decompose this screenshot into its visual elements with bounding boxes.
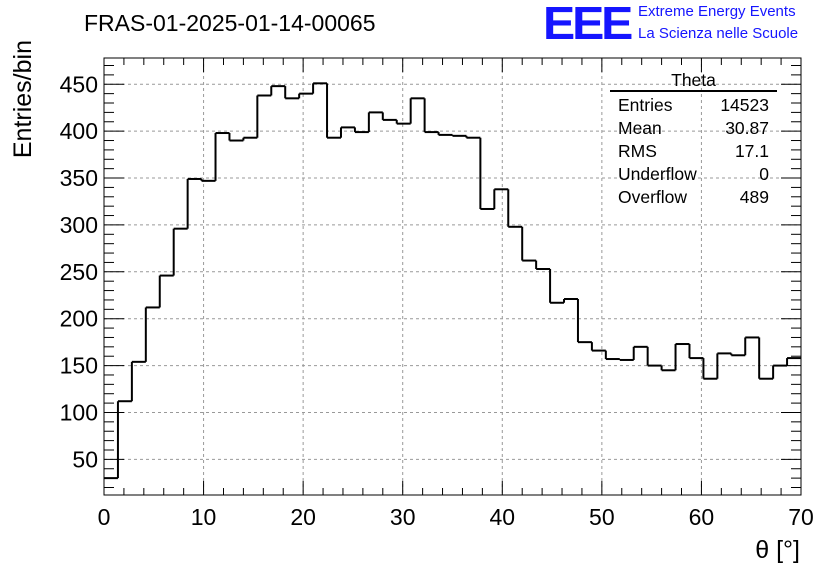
stats-value: 30.87 <box>725 118 769 138</box>
x-tick-label: 30 <box>390 504 416 530</box>
chart-title: FRAS-01-2025-01-14-00065 <box>84 10 376 36</box>
stats-label: Mean <box>618 118 662 138</box>
logo-subtitle-line-2: La Scienza nelle Scuole <box>638 25 799 42</box>
x-tick-label: 10 <box>191 504 217 530</box>
y-tick-label: 450 <box>60 71 98 97</box>
stats-value: 0 <box>759 164 769 184</box>
grid-lines <box>104 58 801 495</box>
y-tick-label: 250 <box>60 259 98 285</box>
x-tick-label: 0 <box>98 504 111 530</box>
histogram-bins <box>104 82 801 480</box>
y-tick-label: 100 <box>60 399 98 425</box>
y-tick-label: 50 <box>72 446 98 472</box>
stats-row-rms: RMS 17.1 <box>610 140 777 163</box>
y-tick-label: 350 <box>60 165 98 191</box>
x-tick-label: 60 <box>689 504 715 530</box>
axis-ticks <box>103 58 802 495</box>
stats-row-mean: Mean 30.87 <box>610 117 777 140</box>
x-tick-label: 50 <box>589 504 615 530</box>
stats-row-entries: Entries 14523 <box>610 94 777 117</box>
stats-value: 14523 <box>720 95 769 115</box>
x-tick-label: 40 <box>489 504 515 530</box>
y-axis-label: Entries/bin <box>9 40 37 158</box>
tick-labels: 0 10 20 30 40 50 60 70 50 100 150 200 250 300 350 400 45… <box>60 71 814 530</box>
x-tick-label: 20 <box>290 504 316 530</box>
logo-subtitle-line-1: Extreme Energy Events <box>638 3 796 20</box>
stats-title: Theta <box>671 70 716 90</box>
stats-label: Entries <box>618 95 673 115</box>
stats-box: Theta Entries 14523 Mean 30.87 RMS 17.1 … <box>610 70 777 209</box>
y-tick-label: 300 <box>60 212 98 238</box>
y-tick-label: 200 <box>60 306 98 332</box>
stats-label: Underflow <box>618 164 697 184</box>
y-tick-label: 150 <box>60 353 98 379</box>
stats-row-underflow: Underflow 0 <box>610 163 777 186</box>
stats-label: RMS <box>618 141 657 161</box>
x-tick-label: 70 <box>788 504 814 530</box>
plot-frame <box>103 57 802 496</box>
x-axis-label: θ [°] <box>755 536 800 564</box>
stats-separator <box>610 90 777 92</box>
eee-logo: EEE <box>543 0 633 49</box>
y-tick-label: 400 <box>60 118 98 144</box>
stats-label: Overflow <box>618 187 688 207</box>
stats-row-overflow: Overflow 489 <box>610 186 777 209</box>
stats-value: 17.1 <box>734 141 769 161</box>
stats-value: 489 <box>739 187 769 207</box>
